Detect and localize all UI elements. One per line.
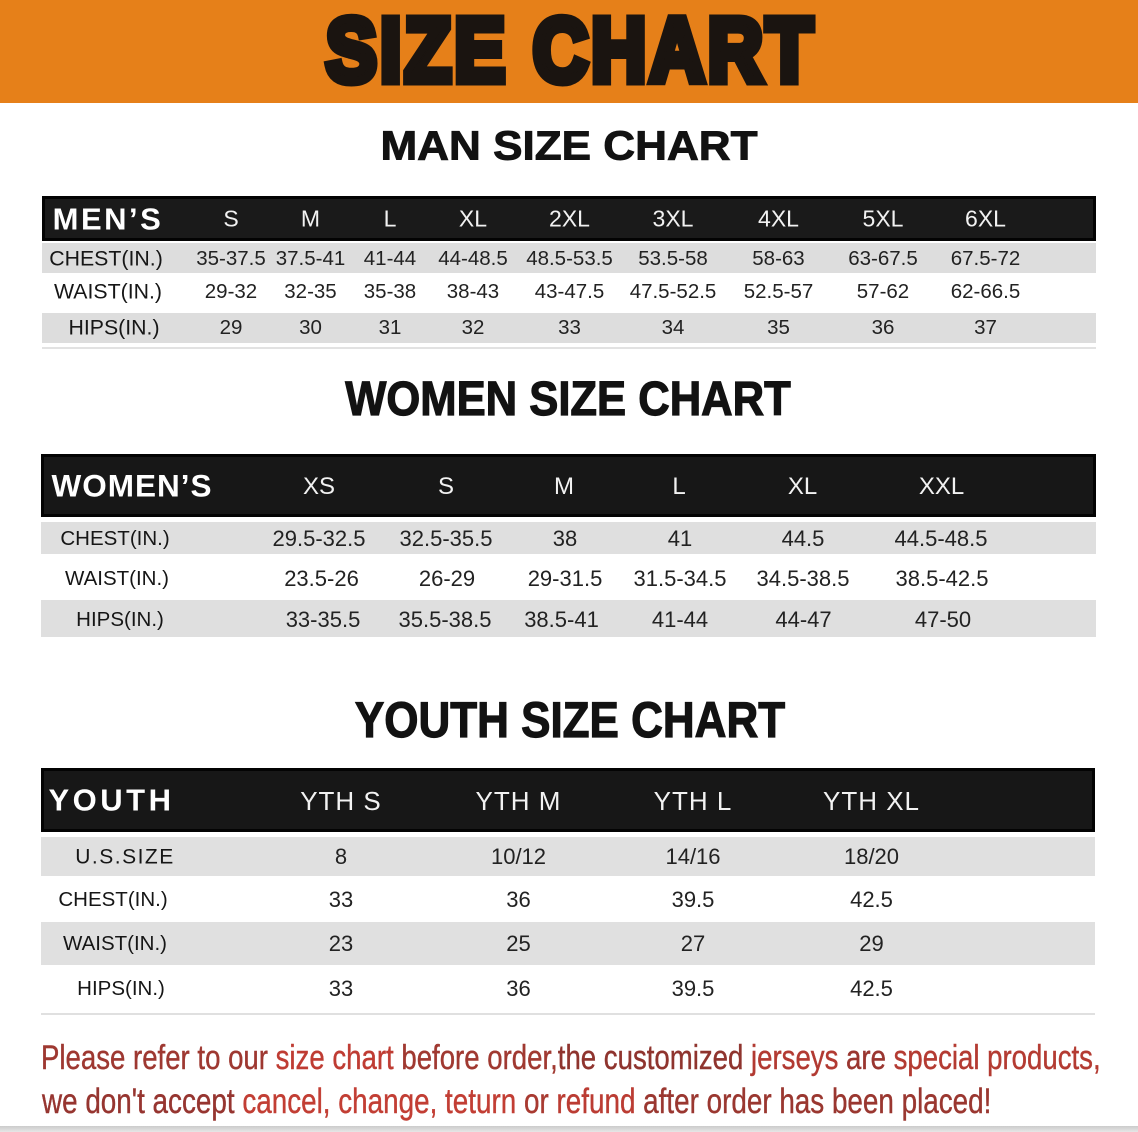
svg-text:SIZE CHART: SIZE CHART (326, 0, 816, 100)
